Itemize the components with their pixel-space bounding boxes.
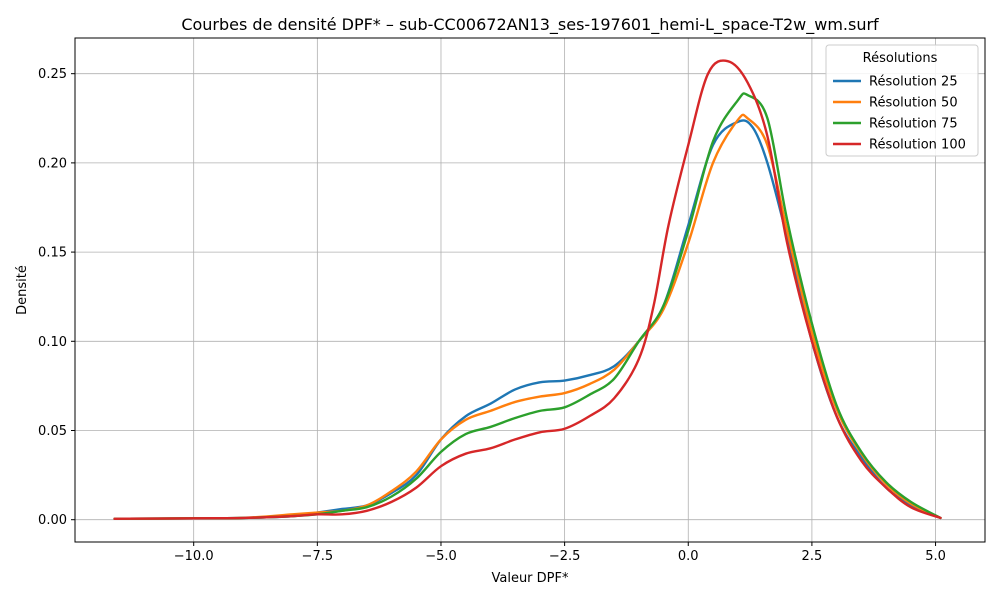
y-tick-label: 0.15 [38,246,67,261]
series-line-4 [113,59,942,521]
x-tick-label: −2.5 [549,549,581,564]
legend-items: Résolution 25 Résolution 50 Résolution 75 R… [833,75,966,153]
x-tick-label: 0.0 [678,549,699,564]
legend-box [825,44,979,157]
series-lines [113,59,942,521]
axis-ticks: −10.0 −7.5 −5.0 −2.5 0.0 2.5 5.0 0.00 0.05 0.10 0.… [38,67,946,564]
y-tick-label: 0.10 [38,335,67,350]
x-tick-label: 5.0 [925,549,946,564]
x-tick-label: 2.5 [802,549,823,564]
series-line-3 [113,92,942,521]
x-tick-label: −5.0 [425,549,457,564]
x-tick-label: −7.5 [302,549,334,564]
y-tick-label: 0.00 [38,513,67,528]
x-tick-label: −10.0 [174,549,214,564]
y-axis-title: Densité [15,265,30,315]
y-tick-label: 0.05 [38,424,67,439]
legend-label: Résolution 100 [869,138,966,153]
legend-title: Résolutions [863,51,938,66]
legend-label: Résolution 50 [869,96,958,111]
y-tick-label: 0.20 [38,156,67,171]
legend-label: Résolution 75 [869,117,958,132]
grid [75,38,985,542]
x-axis-title: Valeur DPF* [491,571,569,586]
legend-label: Résolution 25 [869,75,958,90]
y-tick-label: 0.25 [38,67,67,82]
chart-title: Courbes de densité DPF* – sub-CC00672AN1… [181,15,879,35]
plot-frame [74,37,986,543]
